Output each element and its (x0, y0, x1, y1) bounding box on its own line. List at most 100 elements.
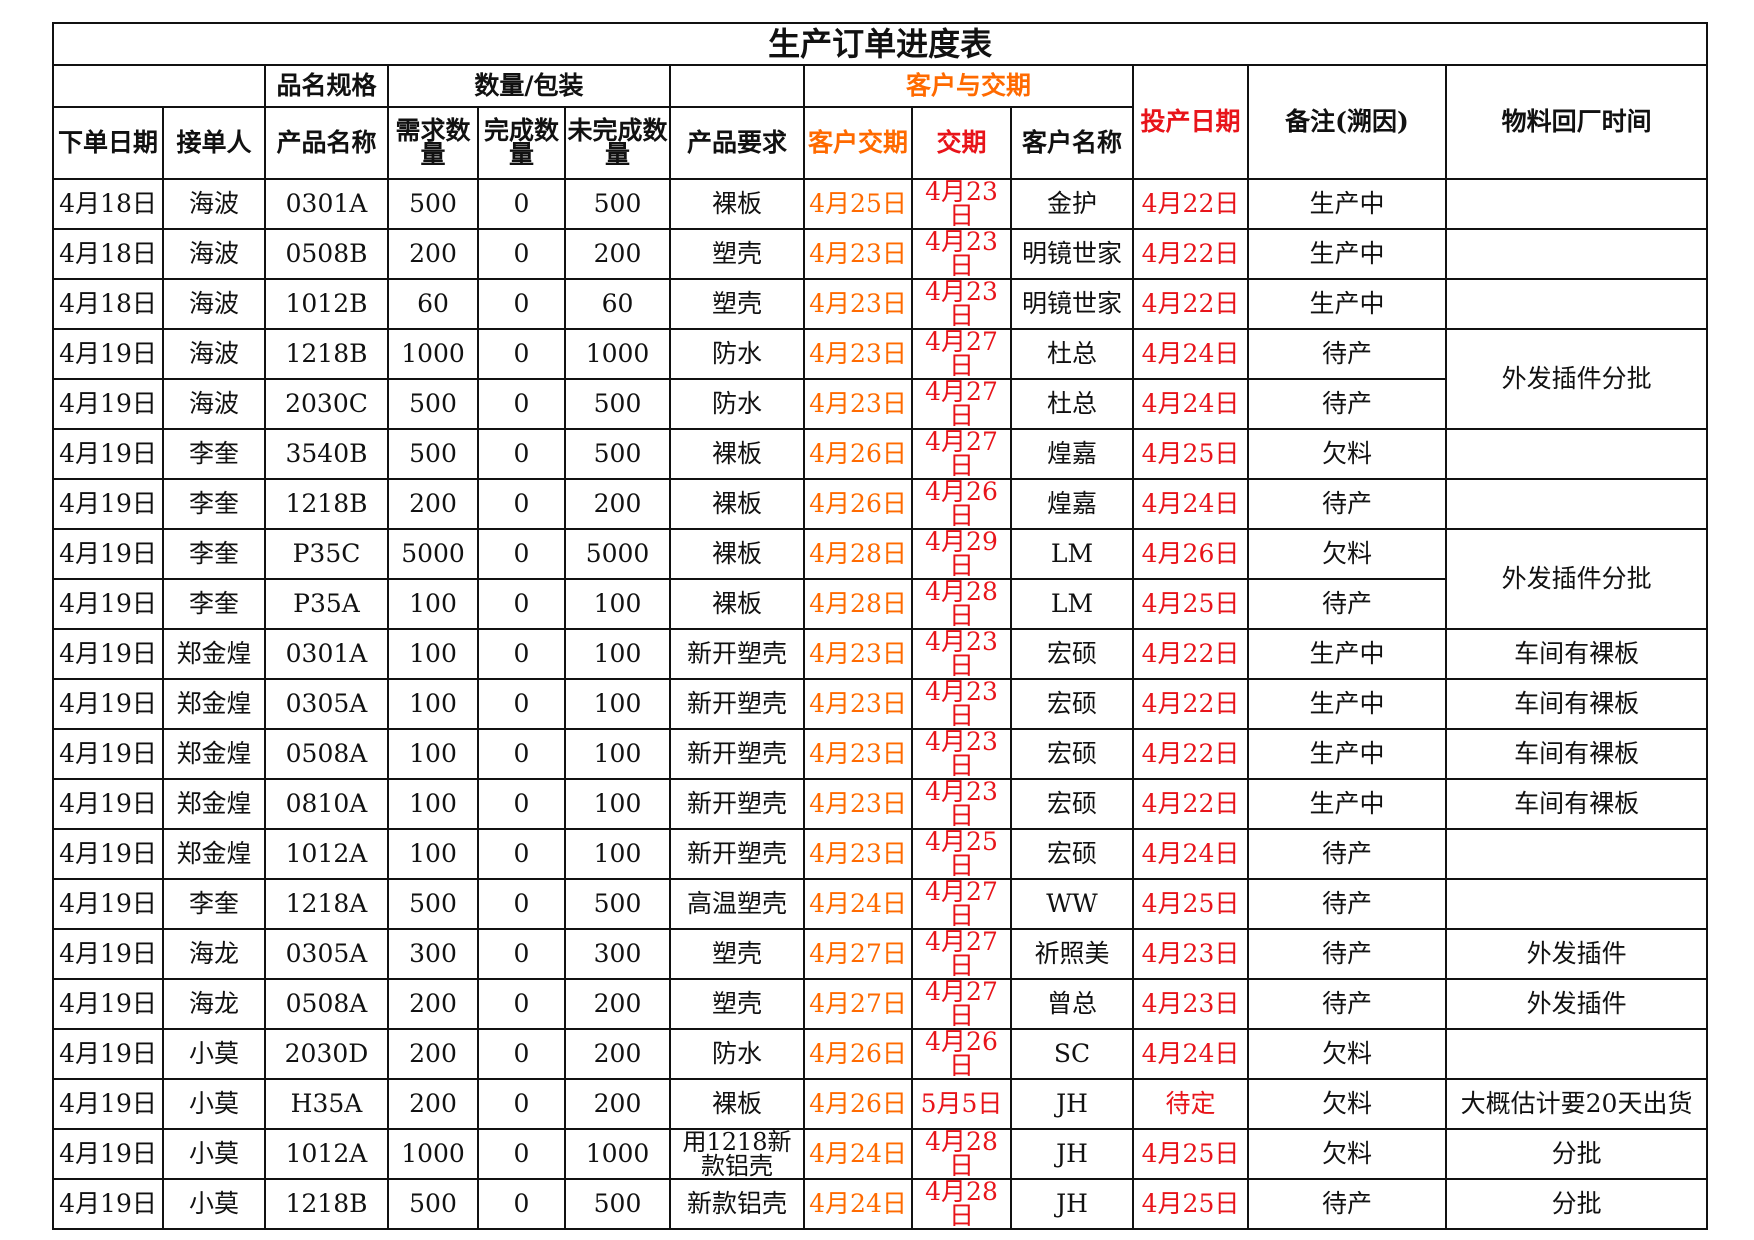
note-cell: 生产中 (1247, 628, 1447, 680)
production-order-table: 生产订单进度表 品名规格 数量/包装 客户与交期 投产日期 备注(溯因) 物料回… (51, 22, 1709, 1230)
note-cell: 欠料 (1247, 528, 1447, 580)
receiver-cell: 海波 (162, 378, 266, 430)
table-row: 4月19日 郑金煌 1012A 100 0 100 新开塑壳 4月23日 4月25日 宏硕 4月24… (52, 828, 1709, 880)
table-row: 4月19日 郑金煌 0305A 100 0 100 新开塑壳 4月23日 4月23日 宏硕 4月22… (52, 678, 1709, 730)
receiver-cell: 海波 (162, 328, 266, 380)
required-qty-cell: 200 (387, 228, 479, 280)
material-return-cell (1444, 228, 1709, 280)
header-blank (52, 64, 266, 108)
undone-qty-cell: 100 (564, 628, 671, 680)
product-name-cell: 1012B (264, 278, 389, 330)
due-cell: 4月23日 (911, 628, 1012, 680)
product-name-cell: 1218B (264, 478, 389, 530)
customer-due-cell: 4月26日 (803, 428, 913, 480)
customer-name-cell: 煌嘉 (1010, 478, 1134, 530)
customer-name-cell: 金护 (1010, 178, 1134, 230)
done-qty-cell: 0 (477, 228, 566, 280)
done-qty-cell: 0 (477, 828, 566, 880)
order-date-cell: 4月19日 (52, 578, 164, 630)
required-qty-cell: 5000 (387, 528, 479, 580)
table-row: 4月19日 李奎 3540B 500 0 500 裸板 4月26日 4月27日 煌嘉 4月25日 欠料 (52, 428, 1709, 480)
material-return-cell: 大概估计要20天出货 (1444, 1078, 1709, 1130)
customer-name-cell: 曾总 (1010, 978, 1134, 1030)
order-date-cell: 4月19日 (52, 378, 164, 430)
table-row: 4月19日 海波 2030C 500 0 500 防水 4月23日 4月27日 杜总 4月24日 待产 (52, 378, 1707, 430)
start-date-cell: 4月22日 (1132, 678, 1249, 730)
start-date-cell: 4月24日 (1132, 478, 1249, 530)
undone-qty-cell: 200 (564, 228, 671, 280)
table-row: 4月19日 李奎 P35C 5000 0 5000 裸板 4月28日 4月29日 LM 4月26日欠… (52, 528, 1709, 630)
customer-due-cell: 4月24日 (803, 1178, 913, 1230)
requirement-cell: 塑壳 (669, 278, 805, 330)
customer-name-cell: 祈照美 (1010, 928, 1134, 980)
receiver-cell: 郑金煌 (162, 778, 266, 830)
receiver-cell: 李奎 (162, 478, 266, 530)
undone-qty-cell: 500 (564, 378, 671, 430)
customer-due-cell: 4月26日 (803, 1028, 913, 1080)
customer-due-cell: 4月26日 (803, 1078, 913, 1130)
customer-due-cell: 4月23日 (803, 728, 913, 780)
table-row: 4月19日 郑金煌 0301A 100 0 100 新开塑壳 4月23日 4月23日 宏硕 4月22… (52, 628, 1709, 680)
start-date-cell: 4月23日 (1132, 928, 1249, 980)
due-cell: 4月27日 (911, 378, 1012, 430)
due-cell: 4月23日 (911, 678, 1012, 730)
required-qty-cell: 100 (387, 728, 479, 780)
product-name-cell: 1012A (264, 828, 389, 880)
order-date-cell: 4月19日 (52, 878, 164, 930)
due-cell: 5月5日 (911, 1078, 1012, 1130)
order-date-cell: 4月19日 (52, 478, 164, 530)
done-qty-cell: 0 (477, 528, 566, 580)
requirement-cell: 用1218新款铝壳 (669, 1128, 805, 1180)
customer-due-cell: 4月23日 (803, 778, 913, 830)
requirement-cell: 裸板 (669, 1078, 805, 1130)
header-blank-2 (669, 64, 805, 108)
receiver-cell: 小莫 (162, 1128, 266, 1180)
due-cell: 4月27日 (911, 328, 1012, 380)
order-date-cell: 4月19日 (52, 428, 164, 480)
customer-name-cell: 煌嘉 (1010, 428, 1134, 480)
due-cell: 4月27日 (911, 878, 1012, 930)
customer-due-cell: 4月23日 (803, 278, 913, 330)
required-qty-cell: 1000 (387, 328, 479, 380)
customer-name-cell: JH (1010, 1128, 1134, 1180)
sheet-title: 生产订单进度表 (51, 22, 1709, 66)
note-cell: 待产 (1247, 378, 1447, 430)
start-date-cell: 4月22日 (1132, 228, 1249, 280)
customer-due-cell: 4月27日 (803, 928, 913, 980)
undone-qty-cell: 5000 (564, 528, 671, 580)
customer-due-cell: 4月28日 (803, 578, 913, 630)
order-date-cell: 4月19日 (52, 328, 164, 380)
due-cell: 4月23日 (911, 228, 1012, 280)
receiver-cell: 李奎 (162, 578, 266, 630)
receiver-cell: 李奎 (162, 528, 266, 580)
undone-qty-cell: 1000 (564, 328, 671, 380)
receiver-cell: 小莫 (162, 1178, 266, 1230)
customer-due-cell: 4月26日 (803, 478, 913, 530)
table-row: 4月19日 海龙 0305A 300 0 300 塑壳 4月27日 4月27日 祈照美 4月23日待… (52, 928, 1709, 980)
requirement-cell: 裸板 (669, 528, 805, 580)
receiver-cell: 海波 (162, 178, 266, 230)
due-cell: 4月23日 (911, 278, 1012, 330)
material-return-cell: 外发插件分批 (1444, 328, 1709, 430)
note-cell: 待产 (1247, 328, 1447, 380)
order-date-cell: 4月19日 (52, 828, 164, 880)
product-name-cell: P35A (264, 578, 389, 630)
product-name-cell: 0301A (264, 178, 389, 230)
note-cell: 欠料 (1247, 428, 1447, 480)
required-qty-cell: 500 (387, 378, 479, 430)
customer-due-cell: 4月25日 (803, 178, 913, 230)
required-qty-cell: 200 (387, 478, 479, 530)
due-cell: 4月23日 (911, 778, 1012, 830)
done-qty-cell: 0 (477, 928, 566, 980)
customer-name-cell: 宏硕 (1010, 778, 1134, 830)
customer-name-cell: 明镜世家 (1010, 278, 1134, 330)
requirement-cell: 防水 (669, 328, 805, 380)
note-cell: 生产中 (1247, 278, 1447, 330)
order-date-cell: 4月19日 (52, 678, 164, 730)
customer-name-cell: 宏硕 (1010, 728, 1134, 780)
col-customer-due: 客户交期 (803, 106, 913, 180)
done-qty-cell: 0 (477, 1178, 566, 1230)
required-qty-cell: 1000 (387, 1128, 479, 1180)
done-qty-cell: 0 (477, 578, 566, 630)
requirement-cell: 新开塑壳 (669, 678, 805, 730)
